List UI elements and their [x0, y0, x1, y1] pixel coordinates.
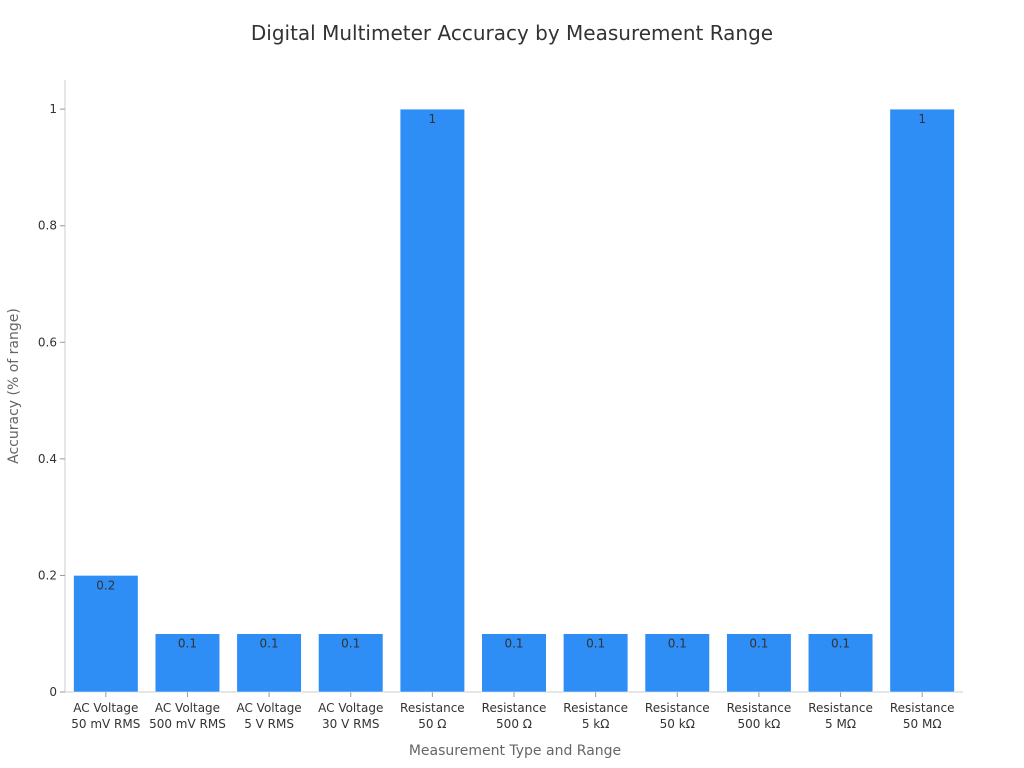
- y-axis-label: Accuracy (% of range): [6, 308, 22, 464]
- x-tick-label: AC Voltage: [155, 701, 220, 715]
- bar: [481, 633, 547, 693]
- y-tick-label: 0.8: [38, 219, 57, 233]
- x-axis-label: Measurement Type and Range: [409, 743, 621, 759]
- bar-value-label: 0.2: [96, 578, 115, 592]
- bar: [73, 575, 139, 693]
- x-tick-label: 50 mV RMS: [71, 717, 140, 731]
- bar: [644, 633, 710, 693]
- x-tick-label: 50 Ω: [418, 717, 446, 731]
- x-tick-label: AC Voltage: [236, 701, 301, 715]
- bars-group: [73, 108, 955, 693]
- bar-value-label: 1: [429, 112, 437, 126]
- x-tick-label: Resistance: [645, 701, 710, 715]
- bar-value-label: 0.1: [586, 637, 605, 651]
- bar-value-label: 0.1: [668, 637, 687, 651]
- x-tick-label: 500 mV RMS: [149, 717, 226, 731]
- bar-labels-group: 0.2 0.1 0.1 0.1 1 0.1 0.1 0.1 0.1 0.1 1: [96, 112, 926, 651]
- y-tick-label: 0.4: [38, 452, 57, 466]
- x-tick-label: 5 kΩ: [582, 717, 610, 731]
- bar-value-label: 0.1: [831, 637, 850, 651]
- x-tick-label: 50 MΩ: [903, 717, 942, 731]
- y-tick-label: 0: [49, 685, 57, 699]
- bar-value-label: 0.1: [749, 637, 768, 651]
- x-tick-label: Resistance: [400, 701, 465, 715]
- bar: [563, 633, 629, 693]
- chart-title: Digital Multimeter Accuracy by Measureme…: [251, 21, 773, 45]
- x-tick-label: Resistance: [808, 701, 873, 715]
- bar: [808, 633, 874, 693]
- bar: [889, 108, 955, 693]
- bar-value-label: 0.1: [260, 637, 279, 651]
- x-tick-label: Resistance: [727, 701, 792, 715]
- x-tick-label: AC Voltage: [73, 701, 138, 715]
- bar-value-label: 1: [918, 112, 926, 126]
- bar: [318, 633, 384, 693]
- x-tick-label: AC Voltage: [318, 701, 383, 715]
- x-tick-label: 500 kΩ: [737, 717, 780, 731]
- x-tick-label: 5 MΩ: [825, 717, 856, 731]
- x-tick-label: Resistance: [890, 701, 955, 715]
- x-tick-label: Resistance: [563, 701, 628, 715]
- bar: [236, 633, 302, 693]
- y-axis: 0 0.2 0.4 0.6 0.8 1: [38, 80, 66, 699]
- y-tick-label: 0.2: [38, 568, 57, 582]
- y-tick-label: 0.6: [38, 335, 57, 349]
- x-axis: AC Voltage 50 mV RMS AC Voltage 500 mV RMS A…: [65, 691, 963, 731]
- bar-value-label: 0.1: [341, 637, 360, 651]
- x-tick-label: 500 Ω: [496, 717, 532, 731]
- x-tick-label: Resistance: [482, 701, 547, 715]
- y-tick-label: 1: [49, 102, 57, 116]
- x-tick-label: 50 kΩ: [660, 717, 695, 731]
- bar-value-label: 0.1: [178, 637, 197, 651]
- x-tick-label: 30 V RMS: [322, 717, 379, 731]
- bar: [154, 633, 220, 693]
- x-tick-label: 5 V RMS: [244, 717, 294, 731]
- bar-value-label: 0.1: [504, 637, 523, 651]
- bar: [399, 108, 465, 693]
- bar: [726, 633, 792, 693]
